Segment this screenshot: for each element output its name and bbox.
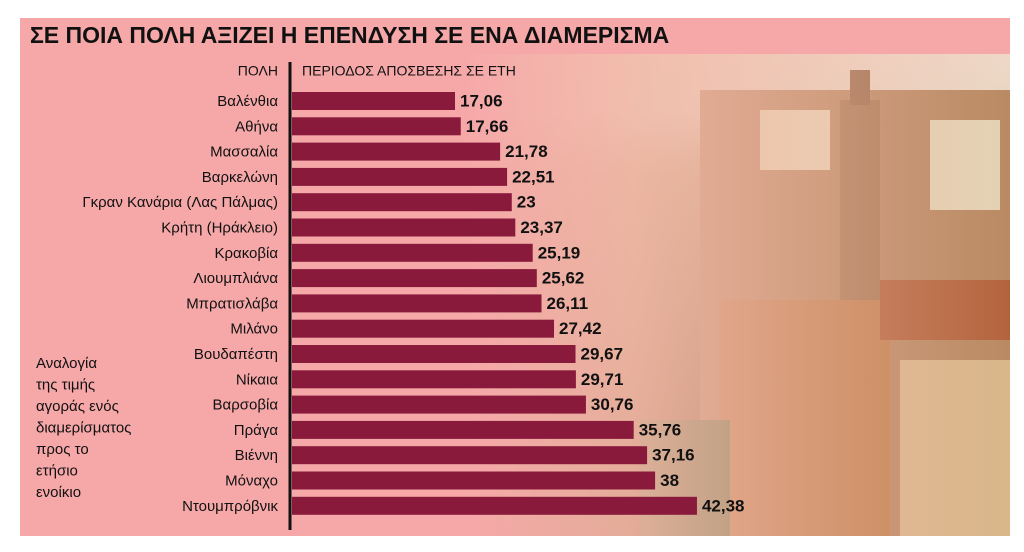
bar [292,269,537,288]
value-label: 27,42 [559,319,602,338]
category-label: Αθήνα [235,118,278,135]
bar [292,345,576,363]
category-label: Κρακοβία [214,245,278,262]
value-label: 35,76 [639,420,682,439]
bar [292,243,533,262]
value-label: 22,51 [512,167,555,186]
category-label: Μόναχο [225,472,278,489]
bar [292,420,634,439]
note-line: ενοίκιο [36,484,81,501]
title-band [20,18,1010,54]
bar [292,92,456,110]
category-label: Λιουμπλιάνα [193,270,278,287]
value-label: 25,19 [538,243,581,262]
category-label: Βαλένθια [217,93,278,110]
value-label: 25,62 [542,269,585,288]
bar [292,294,542,313]
bar [292,193,512,212]
value-label: 29,67 [581,344,624,363]
note-line: διαμερίσματος [36,419,131,436]
category-label: Μιλάνο [230,321,278,338]
category-label: Γκραν Κανάρια (Λας Πάλμας) [82,194,278,211]
bar [292,142,501,161]
bar [292,395,586,414]
value-label: 17,06 [460,91,503,110]
bar [292,319,555,338]
note-line: Αναλογία [36,355,97,372]
note-line: αγοράς ενός [36,398,119,415]
category-label: Βαρσοβία [213,397,279,414]
value-label: 23 [517,193,536,212]
value-label: 26,11 [546,294,588,313]
bar [292,471,656,490]
value-label: 37,16 [652,446,695,465]
note-line: προς το [36,441,89,458]
value-label: 29,71 [581,370,624,389]
bar [292,370,576,389]
category-label: Βουδαπέστη [194,346,278,363]
value-label: 17,66 [466,117,509,136]
value-label: 38 [660,471,679,490]
category-label: Κρήτη (Ηράκλειο) [161,219,278,236]
category-label: Πράγα [234,422,279,439]
value-label: 21,78 [505,142,548,161]
value-label: 23,37 [520,218,563,237]
category-label: Μασσαλία [210,144,278,161]
value-label: 42,38 [702,496,745,515]
value-header: ΠΕΡΙΟΔΟΣ ΑΠΟΣΒΕΣΗΣ ΣΕ ΕΤΗ [302,63,516,79]
category-label: Βιέννη [235,447,278,464]
bar [292,446,648,465]
category-label: Μπρατισλάβα [186,295,278,312]
bar [292,167,508,186]
chart-title: ΣΕ ΠΟΙΑ ΠΟΛΗ ΑΞΙΖΕΙ Η ΕΠΕΝΔΥΣΗ ΣΕ ΕΝΑ ΔΙ… [30,22,669,48]
value-label: 30,76 [591,395,634,414]
bar [292,496,697,515]
category-label: Ντουμπρόβνικ [182,498,278,515]
note-line: ετήσιο [36,462,78,479]
category-header: ΠΟΛΗ [238,63,278,79]
note-line: της τιμής [36,376,95,393]
bar [292,218,516,237]
bar [292,117,461,136]
category-label: Νίκαια [236,371,278,388]
category-label: Βαρκελώνη [202,169,278,186]
